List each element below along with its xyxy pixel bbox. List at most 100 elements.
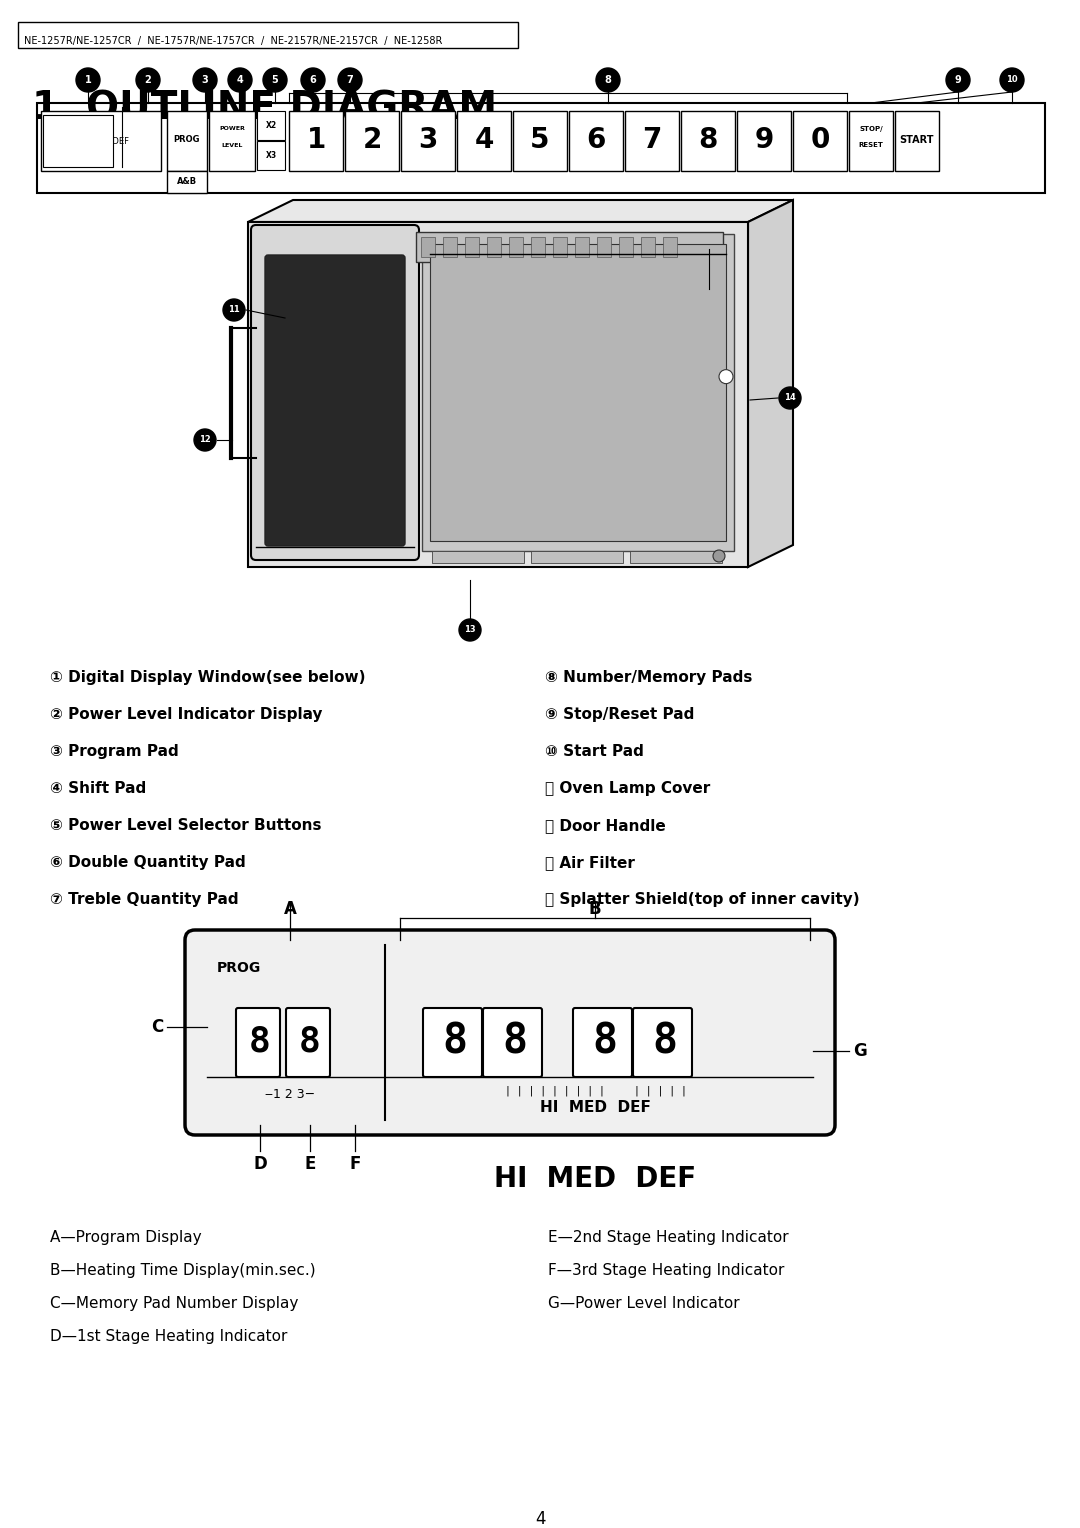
Text: X3: X3 bbox=[266, 151, 276, 160]
Text: 6: 6 bbox=[310, 75, 316, 86]
Circle shape bbox=[222, 299, 245, 321]
Bar bbox=[597, 237, 611, 257]
FancyBboxPatch shape bbox=[237, 1008, 280, 1077]
Text: 9: 9 bbox=[754, 125, 773, 154]
Text: 8: 8 bbox=[605, 75, 611, 86]
FancyBboxPatch shape bbox=[251, 225, 419, 559]
Circle shape bbox=[301, 69, 325, 92]
Text: 6: 6 bbox=[586, 125, 606, 154]
Circle shape bbox=[193, 69, 217, 92]
Text: HI  MED  DEF: HI MED DEF bbox=[494, 1164, 697, 1193]
Circle shape bbox=[136, 69, 160, 92]
Circle shape bbox=[779, 387, 801, 410]
Text: 11: 11 bbox=[228, 306, 240, 315]
Bar bbox=[630, 552, 723, 562]
Text: ‒1 2 3−: ‒1 2 3− bbox=[265, 1088, 315, 1102]
Text: ⑬ Air Filter: ⑬ Air Filter bbox=[545, 856, 635, 869]
Text: A—Program Display: A—Program Display bbox=[50, 1230, 202, 1245]
Polygon shape bbox=[748, 200, 793, 567]
FancyBboxPatch shape bbox=[573, 1008, 632, 1077]
Text: 4: 4 bbox=[535, 1510, 545, 1528]
Bar bbox=[289, 112, 343, 171]
FancyBboxPatch shape bbox=[286, 1008, 330, 1077]
Text: A: A bbox=[284, 900, 296, 918]
Text: ② Power Level Indicator Display: ② Power Level Indicator Display bbox=[50, 707, 323, 723]
Bar bbox=[41, 112, 161, 171]
Text: 8: 8 bbox=[299, 1025, 321, 1059]
Text: 8: 8 bbox=[699, 125, 718, 154]
Text: | | | | | | | | |: | | | | | | | | | bbox=[505, 1086, 605, 1096]
FancyBboxPatch shape bbox=[483, 1008, 542, 1077]
Bar bbox=[625, 112, 679, 171]
Circle shape bbox=[719, 370, 733, 384]
Bar bbox=[257, 141, 285, 170]
Bar bbox=[849, 112, 893, 171]
Text: ⑩ Start Pad: ⑩ Start Pad bbox=[545, 744, 644, 759]
Circle shape bbox=[264, 69, 287, 92]
Text: 5: 5 bbox=[530, 125, 550, 154]
Text: 1: 1 bbox=[84, 75, 92, 86]
Text: 4: 4 bbox=[237, 75, 243, 86]
Bar bbox=[422, 234, 734, 552]
Text: C: C bbox=[151, 1018, 163, 1036]
Text: 8: 8 bbox=[443, 1021, 468, 1063]
Text: F—3rd Stage Heating Indicator: F—3rd Stage Heating Indicator bbox=[548, 1264, 784, 1277]
Bar bbox=[531, 237, 545, 257]
Text: E: E bbox=[305, 1155, 315, 1174]
Text: PROG: PROG bbox=[174, 136, 200, 145]
Circle shape bbox=[76, 69, 100, 92]
Bar bbox=[569, 112, 623, 171]
Text: 14: 14 bbox=[784, 394, 796, 402]
Text: 7: 7 bbox=[347, 75, 353, 86]
Text: ⑧ Number/Memory Pads: ⑧ Number/Memory Pads bbox=[545, 669, 753, 685]
Text: 2: 2 bbox=[362, 125, 381, 154]
FancyBboxPatch shape bbox=[185, 931, 835, 1135]
FancyBboxPatch shape bbox=[633, 1008, 692, 1077]
Bar bbox=[737, 112, 791, 171]
Text: RESET: RESET bbox=[859, 142, 883, 148]
Text: ⑥ Double Quantity Pad: ⑥ Double Quantity Pad bbox=[50, 856, 246, 869]
Text: ① Digital Display Window(see below): ① Digital Display Window(see below) bbox=[50, 669, 365, 685]
Text: PROG: PROG bbox=[217, 961, 261, 975]
Bar bbox=[416, 232, 723, 261]
Circle shape bbox=[194, 429, 216, 451]
Bar bbox=[401, 112, 455, 171]
Text: ⑪ Oven Lamp Cover: ⑪ Oven Lamp Cover bbox=[545, 781, 711, 796]
Bar bbox=[642, 237, 654, 257]
Text: 10: 10 bbox=[1007, 75, 1017, 84]
Text: ⑭ Splatter Shield(top of inner cavity): ⑭ Splatter Shield(top of inner cavity) bbox=[545, 892, 860, 908]
Bar bbox=[421, 237, 435, 257]
Text: 0: 0 bbox=[810, 125, 829, 154]
Text: ⑨ Stop/Reset Pad: ⑨ Stop/Reset Pad bbox=[545, 707, 694, 723]
Bar bbox=[43, 115, 113, 167]
Circle shape bbox=[713, 550, 725, 562]
Bar bbox=[210, 112, 255, 171]
Text: G—Power Level Indicator: G—Power Level Indicator bbox=[548, 1296, 740, 1311]
Bar bbox=[257, 112, 285, 141]
Bar bbox=[345, 112, 399, 171]
Bar bbox=[37, 102, 1045, 193]
Circle shape bbox=[946, 69, 970, 92]
Text: 13: 13 bbox=[464, 625, 476, 634]
Circle shape bbox=[338, 69, 362, 92]
FancyBboxPatch shape bbox=[265, 255, 405, 545]
Bar bbox=[465, 237, 480, 257]
Bar bbox=[443, 237, 457, 257]
Bar bbox=[457, 112, 511, 171]
Text: A&B: A&B bbox=[177, 177, 197, 186]
Circle shape bbox=[228, 69, 252, 92]
Text: ⑦ Treble Quantity Pad: ⑦ Treble Quantity Pad bbox=[50, 892, 239, 908]
Polygon shape bbox=[248, 200, 793, 222]
Text: HI  MED  DEF: HI MED DEF bbox=[540, 1100, 650, 1114]
Text: 3: 3 bbox=[202, 75, 208, 86]
Bar bbox=[167, 171, 207, 193]
Bar bbox=[575, 237, 589, 257]
Bar bbox=[513, 112, 567, 171]
Text: STOP/: STOP/ bbox=[860, 125, 882, 131]
Circle shape bbox=[596, 69, 620, 92]
Text: B—Heating Time Display(min.sec.): B—Heating Time Display(min.sec.) bbox=[50, 1264, 315, 1277]
Text: F: F bbox=[349, 1155, 361, 1174]
Text: X2: X2 bbox=[266, 121, 276, 130]
Text: 8: 8 bbox=[502, 1021, 527, 1063]
FancyBboxPatch shape bbox=[423, 1008, 482, 1077]
